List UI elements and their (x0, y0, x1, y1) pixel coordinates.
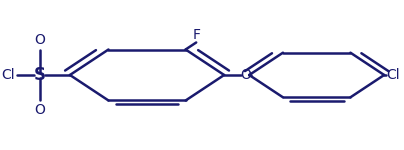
Text: O: O (240, 68, 251, 82)
Text: O: O (34, 103, 45, 117)
Text: O: O (34, 33, 45, 47)
Text: Cl: Cl (1, 68, 15, 82)
Text: F: F (192, 28, 200, 42)
Text: S: S (34, 66, 46, 84)
Text: Cl: Cl (386, 68, 400, 82)
